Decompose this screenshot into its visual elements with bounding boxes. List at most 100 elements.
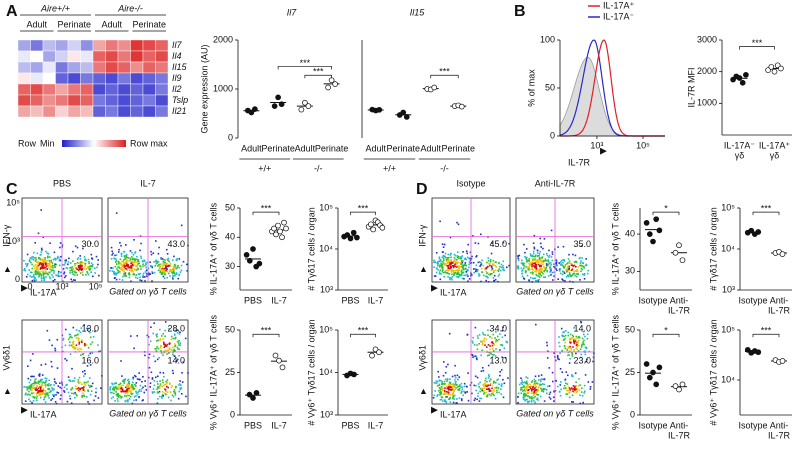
event-dot	[70, 278, 72, 281]
event-dot	[45, 276, 47, 278]
event-dot	[580, 344, 583, 347]
event-dot	[582, 341, 584, 343]
event-dot	[128, 267, 130, 269]
event-dot	[131, 402, 134, 405]
event-dot	[433, 261, 435, 264]
event-dot	[460, 398, 463, 400]
event-dot	[435, 382, 438, 385]
event-dot	[484, 382, 486, 384]
event-dot	[563, 271, 566, 273]
event-dot	[84, 344, 86, 347]
event-dot	[456, 269, 458, 271]
event-dot	[536, 397, 539, 399]
event-dot	[539, 256, 541, 259]
event-dot	[492, 350, 495, 352]
event-dot	[486, 354, 489, 357]
event-dot	[35, 382, 38, 384]
event-dot	[37, 264, 40, 267]
event-dot	[497, 378, 500, 381]
event-dot	[120, 387, 123, 389]
event-dot	[561, 334, 563, 337]
event-dot	[434, 390, 436, 392]
axis-arrow: ▶	[600, 145, 607, 155]
event-dot	[42, 272, 44, 274]
event-dot	[35, 273, 38, 275]
event-dot	[133, 347, 135, 350]
event-dot	[520, 392, 522, 395]
event-dot	[572, 346, 574, 348]
event-dot	[533, 393, 536, 395]
event-dot	[100, 387, 102, 389]
y-tick-label: 10⁴	[319, 243, 333, 253]
event-dot	[113, 392, 115, 395]
event-dot	[533, 382, 536, 385]
event-dot	[499, 374, 501, 377]
event-dot	[580, 260, 582, 262]
event-dot	[176, 332, 179, 334]
event-dot	[544, 269, 547, 271]
event-dot	[546, 344, 548, 347]
event-dot	[41, 249, 43, 251]
event-dot	[33, 278, 35, 281]
event-dot	[94, 395, 97, 397]
event-dot	[572, 385, 575, 387]
event-dot	[176, 340, 179, 343]
event-dot	[33, 397, 35, 399]
data-point	[275, 94, 281, 101]
event-dot	[492, 393, 495, 396]
event-dot	[441, 270, 444, 273]
event-dot	[435, 267, 438, 270]
event-dot	[438, 256, 441, 259]
event-dot	[181, 381, 184, 383]
event-dot	[460, 274, 463, 277]
event-dot	[534, 277, 537, 280]
heatmap-cell	[67, 39, 81, 52]
significance-label: ***	[752, 38, 763, 48]
event-dot	[445, 400, 447, 403]
event-dot	[44, 389, 46, 392]
event-dot	[584, 360, 587, 363]
event-dot	[169, 262, 172, 265]
event-dot	[446, 378, 449, 380]
event-dot	[497, 269, 499, 272]
event-dot	[583, 343, 585, 346]
event-dot	[502, 260, 505, 263]
event-dot	[476, 358, 478, 361]
data-point	[272, 352, 279, 359]
event-dot	[575, 261, 578, 263]
event-dot	[165, 393, 167, 395]
event-dot	[527, 389, 529, 391]
event-dot	[517, 257, 520, 260]
event-dot	[494, 355, 497, 357]
heatmap-cell	[30, 105, 44, 118]
event-dot	[172, 349, 175, 352]
event-dot	[486, 272, 488, 275]
event-dot	[140, 390, 142, 392]
event-dot	[78, 330, 80, 332]
event-dot	[141, 387, 143, 390]
event-dot	[83, 256, 86, 258]
y-tick-label: 0	[228, 132, 233, 142]
quadrant-value: 28.0	[167, 323, 185, 333]
event-dot	[446, 260, 448, 262]
data-point	[650, 369, 656, 376]
event-dot	[489, 382, 492, 385]
heatmap-cell	[142, 50, 156, 63]
event-dot	[159, 395, 161, 398]
event-dot	[466, 252, 468, 255]
event-dot	[569, 357, 571, 360]
event-dot	[468, 278, 471, 280]
event-dot	[538, 276, 541, 279]
event-dot	[28, 387, 30, 389]
event-dot	[503, 382, 506, 385]
event-dot	[480, 397, 483, 400]
event-dot	[543, 269, 545, 272]
event-dot	[444, 271, 446, 273]
event-dot	[494, 278, 497, 281]
event-dot	[35, 258, 37, 261]
event-dot	[551, 251, 554, 253]
event-dot	[134, 265, 137, 267]
event-dot	[462, 267, 464, 270]
event-dot	[68, 257, 70, 260]
event-dot	[47, 388, 49, 390]
